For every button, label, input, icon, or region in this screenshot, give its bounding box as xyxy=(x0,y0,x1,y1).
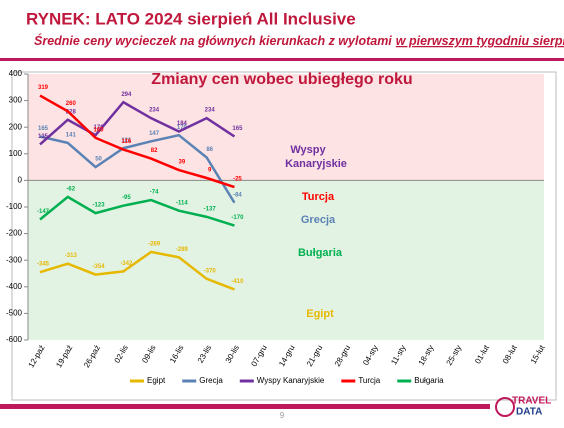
data-label: 294 xyxy=(121,92,132,98)
annotation: Wyspy xyxy=(290,144,326,156)
data-label: -62 xyxy=(66,186,75,192)
data-label: -114 xyxy=(176,200,188,206)
logo-bottom: DATA xyxy=(516,407,542,418)
data-label: -74 xyxy=(150,190,159,196)
data-label: 116 xyxy=(121,139,131,145)
data-label: -170 xyxy=(231,215,244,221)
y-tick-label: -200 xyxy=(6,229,23,238)
data-label: 160 xyxy=(94,127,105,133)
data-label: 228 xyxy=(66,109,77,115)
y-tick-label: -400 xyxy=(6,282,23,291)
data-label: -345 xyxy=(37,262,50,268)
data-label: 234 xyxy=(205,108,216,114)
chart-title: Zmiany cen wobec ubiegłego roku xyxy=(151,71,412,88)
y-tick-label: 0 xyxy=(18,176,23,185)
series-line xyxy=(39,250,235,291)
series-line xyxy=(39,195,235,227)
legend-label: Turcja xyxy=(358,376,380,385)
data-label: 319 xyxy=(38,85,49,91)
legend: Egipt Grecja Wyspy Kanaryjskie Turcja Bułgar… xyxy=(130,376,444,385)
logo-ring xyxy=(495,397,515,417)
data-label: -123 xyxy=(93,203,106,209)
data-label: 170 xyxy=(177,125,188,131)
negative-band xyxy=(28,180,544,340)
positive-band xyxy=(28,74,544,181)
slide-title: RYNEK: LATO 2024 sierpień All Inclusive xyxy=(26,9,356,28)
data-label: -354 xyxy=(93,264,106,270)
series-line xyxy=(39,133,236,204)
subtitle-text: Średnie ceny wycieczek na głównych kieru… xyxy=(34,33,392,48)
data-label: 39 xyxy=(179,160,186,166)
data-label: 165 xyxy=(38,126,49,132)
data-label: 121 xyxy=(121,138,132,144)
y-tick-label: 400 xyxy=(9,69,23,78)
data-label: 170 xyxy=(94,125,105,131)
series-line xyxy=(39,94,235,189)
y-tick-label: 300 xyxy=(9,96,23,105)
legend-label: Egipt xyxy=(147,376,166,385)
data-label: -370 xyxy=(204,268,217,274)
subtitle-underlined: w pierwszym tygodniu sierpnia xyxy=(396,34,564,48)
header-rule xyxy=(0,58,564,61)
data-label: -410 xyxy=(231,279,244,285)
data-label: -84 xyxy=(233,192,242,198)
y-tick-label: -300 xyxy=(6,255,23,264)
legend-label: Bułgaria xyxy=(414,376,444,385)
data-label: 141 xyxy=(66,132,77,138)
data-label: 184 xyxy=(177,121,188,127)
slide-subtitle: Średnie ceny wycieczek na głównych kieru… xyxy=(34,33,564,48)
data-label: -147 xyxy=(37,209,50,215)
annotation: Egipt xyxy=(306,308,334,320)
page-number: 9 xyxy=(280,411,285,420)
data-label: 147 xyxy=(149,131,160,137)
y-tick-label: -500 xyxy=(6,309,23,318)
data-label: 165 xyxy=(232,126,243,132)
y-tick-label: 200 xyxy=(9,122,23,131)
annotation: Kanaryjskie xyxy=(285,158,347,170)
y-tick-label: -100 xyxy=(6,202,23,211)
data-label: 234 xyxy=(149,108,160,114)
data-label: 82 xyxy=(151,148,158,154)
data-label: -313 xyxy=(65,253,78,259)
data-label: -95 xyxy=(122,195,131,201)
data-label: 135 xyxy=(38,134,49,140)
plot: -600-500-400-300-200-100010020030040012-… xyxy=(6,69,547,369)
annotation: Grecja xyxy=(301,214,336,226)
data-label: -25 xyxy=(233,177,242,183)
y-tick-label: -600 xyxy=(6,335,23,344)
footer-bar xyxy=(0,404,490,409)
data-label: -137 xyxy=(204,206,217,212)
data-label: -269 xyxy=(148,242,161,248)
annotation: Bułgaria xyxy=(298,247,343,259)
data-label: 9 xyxy=(208,168,212,174)
logo-top: TRAVEL xyxy=(512,396,551,407)
annotation: Turcja xyxy=(302,191,335,203)
data-label: 50 xyxy=(95,157,102,163)
data-label: 86 xyxy=(206,147,213,153)
y-tick-label: 100 xyxy=(9,149,23,158)
legend-label: Wyspy Kanaryjskie xyxy=(257,376,325,385)
data-label: 260 xyxy=(66,101,77,107)
legend-label: Grecja xyxy=(199,376,223,385)
data-label: -342 xyxy=(120,261,133,267)
data-label: -289 xyxy=(176,247,189,253)
series-line xyxy=(39,100,236,146)
